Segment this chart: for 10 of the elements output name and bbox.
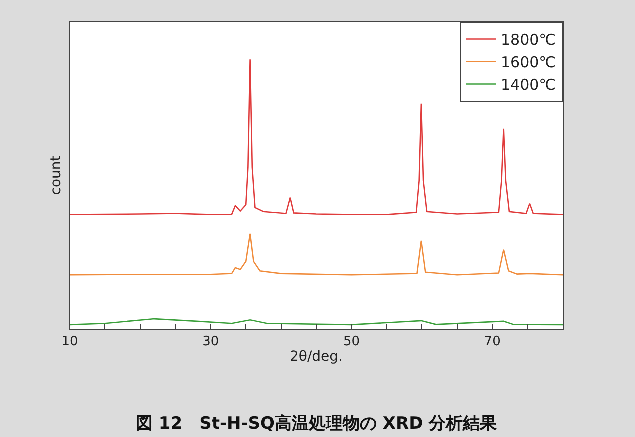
x-axis-title: 2θ/deg. [290,348,344,365]
legend-label: 1600℃ [501,54,556,72]
x-tick-label: 70 [484,334,501,350]
legend-label: 1800℃ [501,31,556,50]
x-tick-label: 50 [343,334,360,350]
legend-label: 1400℃ [501,76,556,94]
x-tick-label: 10 [62,334,78,350]
x-tick-label: 30 [202,334,220,350]
y-axis-title: count [48,155,65,196]
text: 図 12 St-H-SQ高温処理物の XRD 分析結果 [136,414,498,434]
